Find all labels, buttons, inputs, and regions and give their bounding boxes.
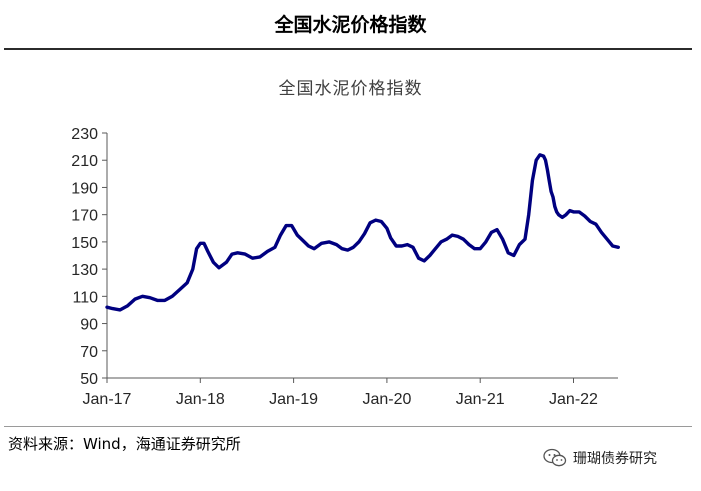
source-note: 资料来源：Wind，海通证券研究所 bbox=[8, 435, 241, 453]
y-tick-label: 130 bbox=[71, 262, 98, 279]
x-tick-label: Jan-20 bbox=[362, 391, 411, 408]
page-title: 全国水泥价格指数 bbox=[274, 14, 427, 36]
y-tick-label: 110 bbox=[72, 289, 98, 306]
y-tick-label: 190 bbox=[71, 180, 98, 197]
header-divider bbox=[4, 48, 692, 50]
chart-title: 全国水泥价格指数 bbox=[278, 79, 423, 99]
chart-axes bbox=[106, 133, 618, 379]
watermark: 珊瑚债券研究 bbox=[543, 448, 657, 468]
y-tick-label: 150 bbox=[71, 235, 98, 252]
footer-divider bbox=[4, 426, 692, 427]
x-tick-label: Jan-18 bbox=[176, 391, 225, 408]
y-tick-label: 210 bbox=[71, 153, 98, 170]
x-axis-ticks: Jan-17 Jan-18 Jan-19 Jan-20 Jan-21 Jan-22 bbox=[83, 378, 598, 408]
y-tick-label: 50 bbox=[80, 371, 98, 388]
wechat-icon bbox=[543, 448, 567, 468]
watermark-text: 珊瑚债券研究 bbox=[573, 451, 657, 467]
series-line bbox=[105, 153, 620, 312]
x-tick-label: Jan-19 bbox=[269, 391, 318, 408]
y-axis-ticks: 50 70 90 110 130 150 170 190 210 230 bbox=[71, 126, 107, 388]
x-tick-label: Jan-21 bbox=[456, 391, 505, 408]
x-tick-label: Jan-22 bbox=[549, 391, 598, 408]
y-tick-label: 230 bbox=[71, 126, 98, 143]
y-tick-label: 90 bbox=[80, 317, 98, 334]
x-tick-label: Jan-17 bbox=[83, 391, 132, 408]
y-tick-label: 170 bbox=[71, 208, 98, 225]
y-tick-label: 70 bbox=[80, 344, 98, 361]
